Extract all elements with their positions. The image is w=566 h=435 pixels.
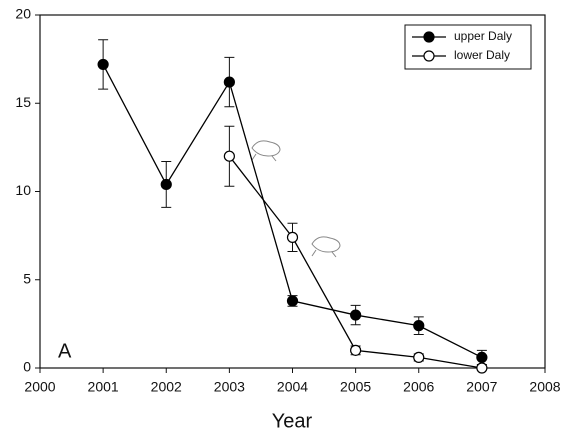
marker — [224, 151, 234, 161]
x-tick-label: 2001 — [88, 379, 119, 395]
x-tick-label: 2007 — [466, 379, 497, 395]
marker — [98, 59, 108, 69]
y-tick-label: 5 — [23, 270, 31, 286]
marker — [351, 345, 361, 355]
panel-label: A — [58, 340, 72, 362]
marker — [288, 296, 298, 306]
marker — [224, 77, 234, 87]
x-tick-label: 2003 — [214, 379, 245, 395]
x-tick-label: 2000 — [24, 379, 55, 395]
marker — [477, 363, 487, 373]
marker — [414, 352, 424, 362]
y-tick-label: 0 — [23, 359, 31, 375]
legend-label: lower Daly — [454, 48, 510, 62]
y-tick-label: 10 — [15, 182, 31, 198]
y-tick-label: 20 — [15, 6, 31, 22]
x-axis-label: Year — [272, 410, 313, 432]
x-tick-label: 2008 — [529, 379, 560, 395]
marker — [288, 232, 298, 242]
x-tick-label: 2005 — [340, 379, 371, 395]
series-line — [103, 64, 482, 357]
chart: A Year 0 5 10 15 20 2000 2001 2002 2003 2004 2005 2… — [0, 0, 566, 435]
x-tick-label: 2004 — [277, 379, 308, 395]
legend-marker — [424, 51, 434, 61]
legend-marker — [424, 32, 434, 42]
legend-label: upper Daly — [454, 29, 512, 43]
x-tick-label: 2002 — [151, 379, 182, 395]
marker — [161, 179, 171, 189]
series-line — [229, 156, 482, 368]
marker — [477, 352, 487, 362]
x-tick-label: 2006 — [403, 379, 434, 395]
y-tick-label: 15 — [15, 94, 31, 110]
marker — [351, 310, 361, 320]
marker — [414, 321, 424, 331]
